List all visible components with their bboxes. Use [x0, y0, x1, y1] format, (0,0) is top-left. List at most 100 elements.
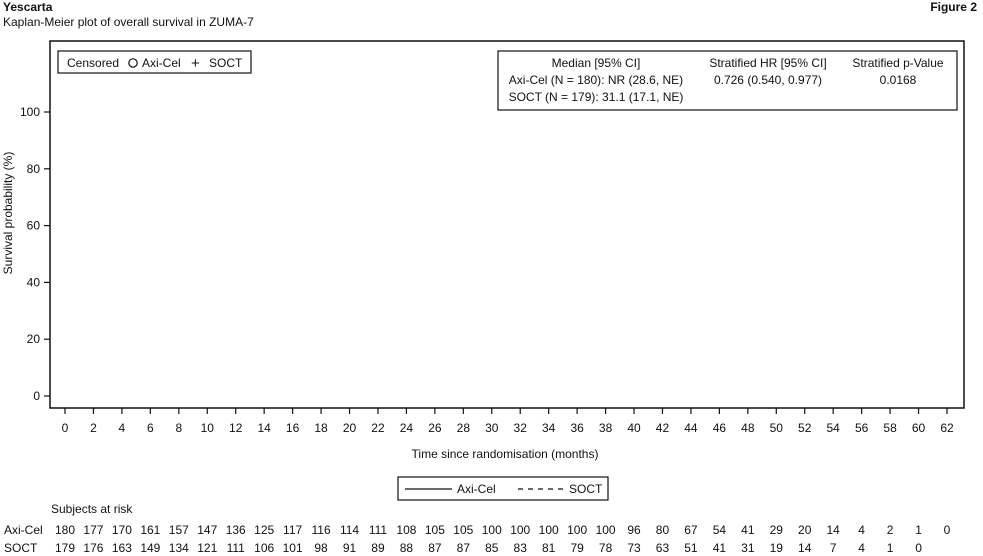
x-tick-label: 22 [371, 421, 385, 435]
x-axis-ticks: 0 2 4 6 8 10 12 14 16 18 20 22 24 26 28 30 32 34 36 38 40 42 4… [62, 408, 954, 435]
risk-value-soct: 121 [197, 541, 217, 555]
risk-value-soct: 14 [798, 541, 812, 555]
x-tick-label: 38 [599, 421, 613, 435]
axi-cel-censor-marker-icon [128, 58, 138, 68]
risk-row-label-soct: SOCT [4, 541, 38, 555]
risk-value-soct: 101 [283, 541, 303, 555]
x-tick-label: 14 [257, 421, 271, 435]
x-tick-label: 52 [798, 421, 812, 435]
risk-value-axi-cel: 100 [482, 523, 502, 537]
risk-value-axi-cel: 170 [112, 523, 132, 537]
risk-value-axi-cel: 100 [567, 523, 587, 537]
stats-row-axi-cel-pvalue: 0.0168 [880, 73, 917, 87]
risk-value-soct: 19 [770, 541, 784, 555]
risk-value-axi-cel: 4 [858, 523, 865, 537]
risk-value-axi-cel: 108 [396, 523, 416, 537]
risk-value-soct: 98 [314, 541, 328, 555]
risk-value-soct: 88 [400, 541, 414, 555]
risk-value-axi-cel: 0 [944, 523, 951, 537]
risk-table-title: Subjects at risk [51, 502, 133, 516]
stats-row-axi-cel-hr: 0.726 (0.540, 0.977) [714, 73, 822, 87]
risk-value-soct: 73 [627, 541, 641, 555]
risk-value-axi-cel: 136 [226, 523, 246, 537]
risk-value-axi-cel: 67 [684, 523, 698, 537]
x-tick-label: 58 [883, 421, 897, 435]
risk-value-axi-cel: 80 [656, 523, 670, 537]
risk-value-soct: 78 [599, 541, 613, 555]
stats-header-pvalue: Stratified p-Value [852, 56, 943, 70]
y-axis-ticks: 0 20 40 60 80 100 [20, 105, 50, 403]
risk-value-soct: 0 [915, 541, 922, 555]
x-tick-label: 30 [485, 421, 499, 435]
risk-value-soct: 111 [227, 541, 246, 555]
y-axis-label: Survival probability (%) [1, 152, 15, 275]
y-tick-label: 80 [27, 162, 41, 176]
censor-legend-axi-cel: Axi-Cel [142, 56, 181, 70]
risk-value-axi-cel: 20 [798, 523, 812, 537]
y-tick-label: 20 [27, 332, 41, 346]
risk-value-soct: 81 [542, 541, 556, 555]
risk-value-axi-cel: 105 [425, 523, 445, 537]
line-legend-axi-cel: Axi-Cel [457, 482, 496, 496]
y-tick-label: 100 [20, 105, 40, 119]
chart-subtitle: Kaplan-Meier plot of overall survival in… [3, 15, 254, 29]
risk-value-soct: 179 [55, 541, 75, 555]
x-tick-label: 32 [514, 421, 528, 435]
x-tick-label: 56 [855, 421, 869, 435]
risk-value-soct: 106 [254, 541, 274, 555]
x-tick-label: 46 [713, 421, 727, 435]
risk-value-axi-cel: 2 [887, 523, 894, 537]
stats-row-axi-cel-median: Axi-Cel (N = 180): NR (28.6, NE) [509, 73, 683, 87]
stats-table: Median [95% CI] Stratified HR [95% CI] S… [497, 50, 958, 111]
risk-value-axi-cel: 147 [197, 523, 217, 537]
risk-value-axi-cel: 116 [311, 523, 330, 537]
risk-value-soct: 51 [684, 541, 698, 555]
risk-value-soct: 176 [83, 541, 103, 555]
x-axis-label: Time since randomisation (months) [412, 447, 599, 461]
risk-value-axi-cel: 29 [770, 523, 784, 537]
risk-value-axi-cel: 100 [596, 523, 616, 537]
x-tick-label: 10 [201, 421, 215, 435]
x-tick-label: 34 [542, 421, 556, 435]
risk-value-soct: 83 [514, 541, 528, 555]
censor-legend-title: Censored [67, 56, 119, 70]
y-tick-label: 60 [27, 219, 41, 233]
x-tick-label: 12 [229, 421, 243, 435]
x-tick-label: 20 [343, 421, 357, 435]
risk-value-soct: 4 [858, 541, 865, 555]
socT-censor-marker-icon: + [191, 55, 200, 72]
risk-value-axi-cel: 100 [539, 523, 559, 537]
risk-value-axi-cel: 1 [915, 523, 922, 537]
risk-value-soct: 7 [830, 541, 837, 555]
x-tick-label: 8 [175, 421, 182, 435]
x-tick-label: 6 [147, 421, 154, 435]
x-tick-label: 54 [827, 421, 841, 435]
censor-legend: Censored Axi-Cel + SOCT [57, 50, 252, 74]
x-tick-label: 16 [286, 421, 300, 435]
x-tick-label: 26 [428, 421, 442, 435]
x-tick-label: 36 [570, 421, 584, 435]
risk-value-axi-cel: 180 [55, 523, 75, 537]
stats-row-soct-median: SOCT (N = 179): 31.1 (17.1, NE) [509, 90, 684, 104]
censor-legend-soct: SOCT [209, 56, 243, 70]
risk-value-soct: 149 [140, 541, 160, 555]
x-tick-label: 62 [940, 421, 954, 435]
risk-value-axi-cel: 54 [713, 523, 727, 537]
x-tick-label: 24 [400, 421, 414, 435]
x-tick-label: 40 [627, 421, 641, 435]
risk-value-axi-cel: 161 [140, 523, 160, 537]
risk-value-axi-cel: 96 [627, 523, 641, 537]
stats-header-median: Median [95% CI] [552, 56, 641, 70]
x-tick-label: 2 [90, 421, 97, 435]
risk-value-axi-cel: 157 [169, 523, 189, 537]
x-tick-label: 0 [62, 421, 69, 435]
risk-value-soct: 163 [112, 541, 132, 555]
x-tick-label: 42 [656, 421, 670, 435]
x-tick-label: 48 [741, 421, 755, 435]
line-legend: Axi-Cel SOCT [397, 476, 609, 501]
x-tick-label: 18 [314, 421, 328, 435]
risk-value-soct: 87 [457, 541, 471, 555]
x-tick-label: 50 [770, 421, 784, 435]
risk-value-axi-cel: 105 [453, 523, 473, 537]
